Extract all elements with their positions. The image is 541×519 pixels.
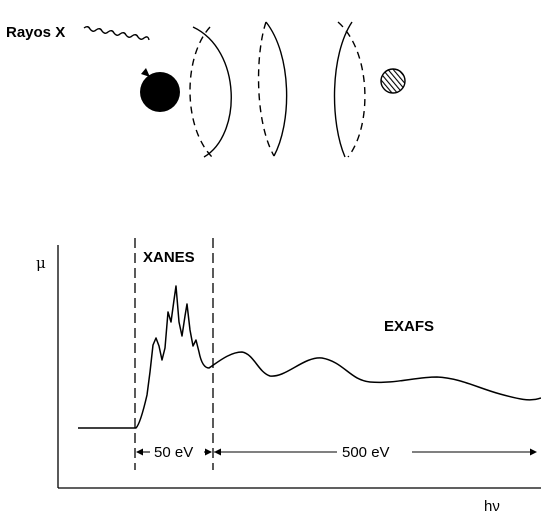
exafs-label: EXAFS bbox=[384, 318, 434, 335]
absorbing-atom bbox=[140, 72, 180, 112]
xray-arrowhead bbox=[141, 68, 150, 77]
exafs-width-label: 500 eV bbox=[342, 444, 390, 461]
exafs-range-arrow-right bbox=[530, 448, 537, 456]
x-axis-label: hν bbox=[484, 498, 500, 514]
neighbor-atom bbox=[380, 68, 406, 94]
outgoing-wave-solid-2 bbox=[265, 21, 288, 157]
absorption-spectrum-curve bbox=[78, 285, 541, 429]
backscattered-wave-solid bbox=[333, 21, 353, 158]
outgoing-wave-dashed-1 bbox=[189, 26, 213, 158]
xray-label: Rayos X bbox=[6, 24, 65, 41]
outgoing-wave-dashed-2 bbox=[257, 21, 275, 157]
backscattered-wave-dashed bbox=[337, 21, 366, 158]
xray-wave-arrow bbox=[83, 26, 150, 41]
y-axis-label: μ bbox=[36, 254, 46, 272]
xanes-label: XANES bbox=[143, 249, 195, 266]
outgoing-wave-solid-1 bbox=[192, 26, 232, 158]
xanes-range-arrow-left bbox=[136, 448, 143, 456]
xanes-range-arrow-right bbox=[205, 448, 212, 456]
xanes-width-label: 50 eV bbox=[154, 444, 193, 461]
